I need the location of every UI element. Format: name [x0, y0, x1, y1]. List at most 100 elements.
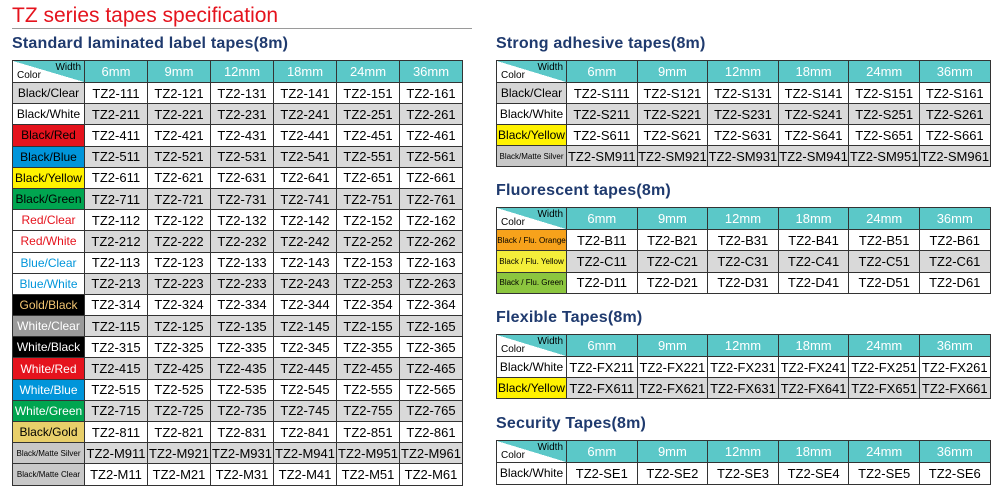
tape-code: TZ2-223: [148, 273, 211, 295]
tape-code: TZ2-133: [211, 252, 274, 274]
width-header: 24mm: [849, 441, 920, 463]
tape-code: TZ2-SM951: [849, 146, 920, 167]
tape-code: TZ2-741: [274, 188, 337, 211]
tape-code: TZ2-541: [274, 146, 337, 168]
width-header: 18mm: [778, 208, 850, 230]
width-label: Width: [55, 62, 81, 73]
tape-code: TZ2-162: [400, 210, 463, 232]
tape-code: TZ2-FX231: [708, 357, 779, 378]
width-header: 36mm: [919, 335, 991, 357]
header-row: Width Color 6mm 9mm 12mm 18mm 24mm 36mm: [497, 61, 991, 83]
tape-row: Black/Clear TZ2-S111 TZ2-S121 TZ2-S131 TZ2-S…: [497, 83, 991, 104]
color-cell: Black / Flu. Green: [497, 272, 567, 294]
width-header: 36mm: [400, 61, 463, 83]
width-header: 9mm: [637, 208, 709, 230]
tape-row: Black/Yellow TZ2-S611 TZ2-S621 TZ2-S631 TZ2-…: [497, 125, 991, 146]
tape-code: TZ2-755: [337, 400, 400, 422]
tape-code: TZ2-821: [148, 422, 211, 444]
tape-row: Black/Yellow TZ2-611 TZ2-621 TZ2-631 TZ2-641…: [13, 167, 463, 189]
tape-code: TZ2-511: [85, 146, 148, 168]
tape-row: Black/Matte Silver TZ2-SM911 TZ2-SM921 TZ2-…: [497, 146, 991, 167]
tape-code: TZ2-S251: [849, 104, 920, 125]
tape-code: TZ2-222: [148, 231, 211, 253]
tape-code: TZ2-411: [85, 125, 148, 147]
tape-code: TZ2-151: [337, 83, 400, 105]
color-cell: Blue/White: [13, 273, 85, 295]
tape-code: TZ2-841: [274, 422, 337, 444]
tape-code: TZ2-SM931: [708, 146, 779, 167]
tape-code: TZ2-135: [211, 316, 274, 338]
tape-code: TZ2-761: [400, 188, 463, 211]
tape-code: TZ2-163: [400, 252, 463, 274]
tape-code: TZ2-131: [211, 83, 274, 105]
color-cell: Black/Red: [13, 125, 85, 147]
tape-code: TZ2-FX641: [778, 378, 850, 399]
spec-table: Width Color 6mm 9mm 12mm 18mm 24mm 36mm Black / …: [496, 207, 991, 294]
tape-code: TZ2-334: [211, 294, 274, 317]
tape-code: TZ2-521: [148, 146, 211, 168]
tape-code: TZ2-FX241: [778, 357, 850, 378]
tape-row: Black/Gold TZ2-811 TZ2-821 TZ2-831 TZ2-841 TZ…: [13, 422, 463, 444]
width-header: 9mm: [637, 441, 709, 463]
width-header: 12mm: [708, 335, 779, 357]
tape-row: Red/White TZ2-212 TZ2-222 TZ2-232 TZ2-242 TZ2…: [13, 231, 463, 253]
color-cell: Black/Gold: [13, 422, 85, 444]
width-header: 12mm: [708, 208, 779, 230]
tape-code: TZ2-S661: [919, 125, 991, 146]
tape-code: TZ2-SE2: [637, 463, 709, 485]
tape-code: TZ2-555: [337, 379, 400, 401]
color-cell: Gold/Black: [13, 294, 85, 317]
color-label: Color: [501, 217, 525, 228]
tape-code: TZ2-324: [148, 294, 211, 317]
tape-code: TZ2-FX211: [567, 357, 638, 378]
tape-row: Black / Flu. Yellow TZ2-C11 TZ2-C21 TZ2-C31…: [497, 251, 991, 273]
tape-code: TZ2-M21: [148, 464, 211, 486]
tape-code: TZ2-165: [400, 316, 463, 338]
tape-row: Blue/White TZ2-213 TZ2-223 TZ2-233 TZ2-243 TZ…: [13, 273, 463, 295]
tape-code: TZ2-631: [211, 167, 274, 189]
tape-code: TZ2-715: [85, 400, 148, 422]
tape-code: TZ2-SE5: [849, 463, 920, 485]
tape-code: TZ2-212: [85, 231, 148, 253]
tape-code: TZ2-231: [211, 104, 274, 126]
tape-code: TZ2-M41: [274, 464, 337, 486]
tape-code: TZ2-221: [148, 104, 211, 126]
tape-row: Black/White TZ2-SE1 TZ2-SE2 TZ2-SE3 TZ2-SE4 T…: [497, 463, 991, 485]
tape-code: TZ2-S621: [637, 125, 709, 146]
tape-code: TZ2-831: [211, 422, 274, 444]
corner-cell: Width Color: [497, 335, 567, 357]
tape-row: Black/White TZ2-S211 TZ2-S221 TZ2-S231 TZ2-S…: [497, 104, 991, 125]
tape-row: White/Green TZ2-715 TZ2-725 TZ2-735 TZ2-745 T…: [13, 400, 463, 422]
color-cell: Black/White: [497, 463, 567, 485]
tape-code: TZ2-M31: [211, 464, 274, 486]
tape-code: TZ2-354: [337, 294, 400, 317]
width-label: Width: [537, 442, 563, 453]
tape-row: Black/Matte Silver TZ2-M911 TZ2-M921 TZ2-M9…: [13, 443, 463, 465]
tape-row: White/Black TZ2-315 TZ2-325 TZ2-335 TZ2-345 T…: [13, 337, 463, 359]
tape-code: TZ2-M921: [148, 443, 211, 465]
color-cell: White/Black: [13, 337, 85, 359]
tape-code: TZ2-355: [337, 337, 400, 359]
tape-code: TZ2-C21: [637, 251, 709, 273]
tape-code: TZ2-M951: [337, 443, 400, 465]
width-header: 18mm: [274, 61, 337, 83]
tape-code: TZ2-261: [400, 104, 463, 126]
width-header: 36mm: [919, 441, 991, 463]
width-header: 12mm: [708, 61, 779, 83]
color-cell: Black/Green: [13, 188, 85, 211]
color-cell: Black/Yellow: [497, 378, 567, 399]
tape-code: TZ2-SE3: [708, 463, 779, 485]
tape-code: TZ2-551: [337, 146, 400, 168]
tape-code: TZ2-M941: [274, 443, 337, 465]
tape-code: TZ2-D51: [849, 272, 920, 294]
tape-code: TZ2-S141: [778, 83, 850, 104]
header-row: Width Color 6mm 9mm 12mm 18mm 24mm 36mm: [13, 61, 463, 83]
width-label: Width: [537, 209, 563, 220]
width-header: 6mm: [567, 61, 638, 83]
width-header: 6mm: [85, 61, 148, 83]
color-cell: Black/White: [13, 104, 85, 126]
tape-code: TZ2-141: [274, 83, 337, 105]
tape-code: TZ2-263: [400, 273, 463, 295]
tape-code: TZ2-S211: [567, 104, 638, 125]
tape-code: TZ2-161: [400, 83, 463, 105]
